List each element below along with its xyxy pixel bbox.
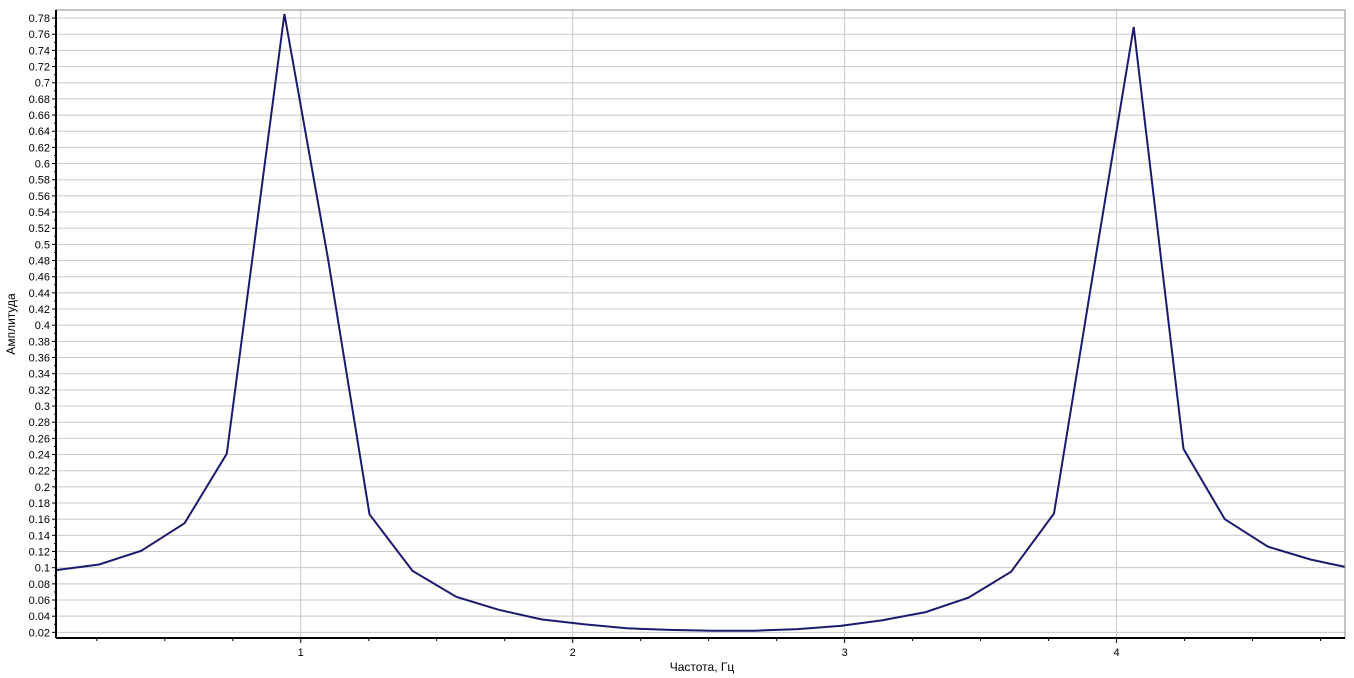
y-tick-label: 0.4 <box>35 320 50 332</box>
y-tick-label: 0.26 <box>29 433 50 445</box>
y-tick-label: 0.46 <box>29 272 50 284</box>
y-tick-label: 0.36 <box>29 353 50 365</box>
y-tick-label: 0.78 <box>29 13 50 25</box>
y-tick-label: 0.02 <box>29 627 50 639</box>
x-axis-ticks: 1 2 3 4 <box>298 638 1120 659</box>
y-tick-label: 0.22 <box>29 466 50 478</box>
y-tick-label: 0.32 <box>29 385 50 397</box>
y-tick-label: 0.16 <box>29 514 50 526</box>
plot-background <box>56 10 1345 638</box>
y-tick-label: 0.52 <box>29 223 50 235</box>
y-tick-label: 0.04 <box>29 611 50 623</box>
y-tick-label: 0.74 <box>29 45 50 57</box>
y-tick-label: 0.28 <box>29 417 50 429</box>
y-tick-label: 0.3 <box>35 401 50 413</box>
grid <box>56 10 1345 638</box>
y-tick-label: 0.68 <box>29 94 50 106</box>
y-tick-label: 0.24 <box>29 450 50 462</box>
y-tick-label: 0.64 <box>29 126 50 138</box>
y-tick-label: 0.12 <box>29 547 50 559</box>
y-axis-ticks: 0.02 0.04 0.06 0.08 0.1 0.12 0.14 0.16 0.18 0.2 0.… <box>29 13 56 639</box>
y-tick-label: 0.38 <box>29 336 50 348</box>
y-tick-label: 0.56 <box>29 191 50 203</box>
y-tick-label: 0.44 <box>29 288 50 300</box>
y-tick-label: 0.72 <box>29 62 50 74</box>
x-tick-label: 4 <box>1114 647 1120 659</box>
x-axis-title: Частота, Гц <box>670 660 735 674</box>
y-tick-label: 0.2 <box>35 482 50 494</box>
x-tick-label: 3 <box>842 647 848 659</box>
y-axis-title: Амплитуда <box>4 293 18 355</box>
y-tick-label: 0.6 <box>35 159 50 171</box>
x-tick-label: 2 <box>570 647 576 659</box>
y-tick-label: 0.7 <box>35 78 50 90</box>
y-tick-label: 0.62 <box>29 142 50 154</box>
y-tick-label: 0.48 <box>29 256 50 268</box>
x-tick-label: 1 <box>298 647 304 659</box>
y-tick-label: 0.1 <box>35 563 50 575</box>
y-tick-label: 0.18 <box>29 498 50 510</box>
y-tick-label: 0.14 <box>29 530 50 542</box>
y-tick-label: 0.5 <box>35 239 50 251</box>
y-tick-label: 0.58 <box>29 175 50 187</box>
y-tick-label: 0.76 <box>29 29 50 41</box>
y-tick-label: 0.34 <box>29 369 50 381</box>
y-tick-label: 0.08 <box>29 579 50 591</box>
y-tick-label: 0.54 <box>29 207 50 219</box>
y-tick-label: 0.42 <box>29 304 50 316</box>
y-tick-label: 0.06 <box>29 595 50 607</box>
amplitude-series-line <box>55 13 1346 632</box>
y-tick-label: 0.66 <box>29 110 50 122</box>
